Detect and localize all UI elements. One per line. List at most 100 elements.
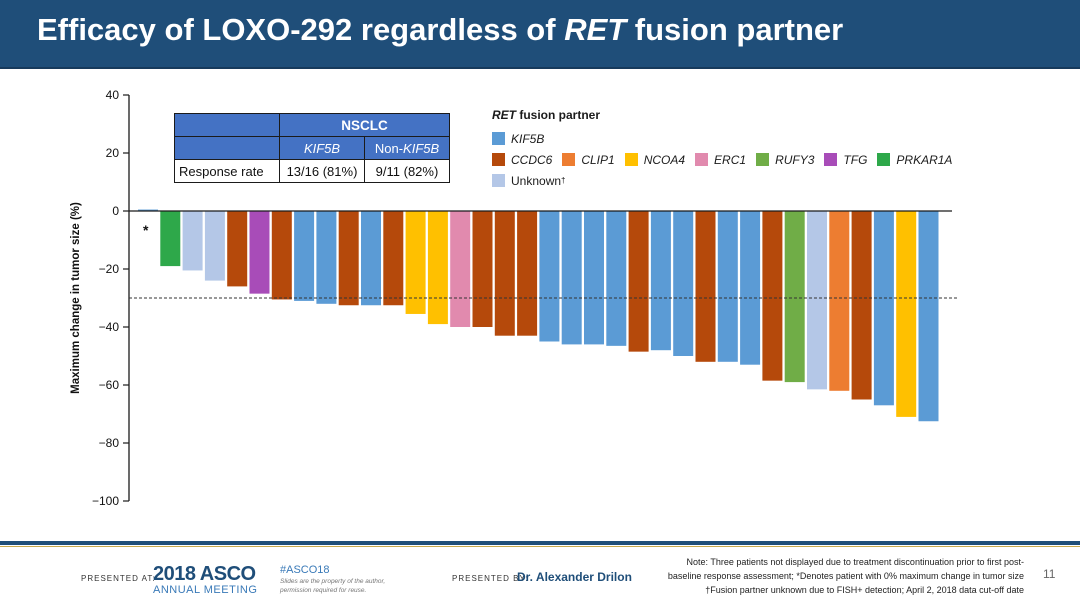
legend-item-rufy3: RUFY3 bbox=[756, 153, 814, 167]
footer-divider-accent bbox=[0, 546, 1080, 547]
bar-ccdc6 bbox=[762, 211, 783, 381]
bar-kif5b bbox=[740, 211, 761, 365]
table-col-kif5b: KIF5B bbox=[279, 136, 365, 160]
bar-rufy3 bbox=[784, 211, 805, 383]
legend-swatch-tfg bbox=[824, 153, 838, 166]
legend-label-ccdc6: CCDC6 bbox=[511, 152, 553, 167]
bar-ccdc6 bbox=[851, 211, 872, 400]
bar-kif5b bbox=[316, 211, 337, 304]
legend-item-tfg: TFG bbox=[824, 153, 867, 167]
title-bar: Efficacy of LOXO-292 regardless of RET f… bbox=[0, 0, 1080, 69]
legend-swatch-erc1 bbox=[695, 153, 709, 166]
title-pre: Efficacy of LOXO-292 regardless of bbox=[37, 12, 565, 47]
legend-row-3: Unknown † bbox=[492, 170, 962, 191]
legend-swatch-unknown bbox=[492, 174, 505, 187]
legend: RET fusion partner KIF5B CCDC6 CLIP1 NCO… bbox=[492, 108, 962, 191]
bar-kif5b bbox=[873, 211, 894, 406]
y-tick-label: 40 bbox=[106, 88, 120, 102]
bar-ccdc6 bbox=[628, 211, 649, 352]
legend-unknown-dagger: † bbox=[561, 176, 566, 185]
legend-row-2: CCDC6 CLIP1 NCOA4 ERC1 RUFY3 TFG PRKAR1A bbox=[492, 149, 962, 170]
legend-label-unknown: Unknown bbox=[511, 173, 562, 188]
legend-row-1: KIF5B bbox=[492, 128, 962, 149]
bar-ccdc6 bbox=[517, 211, 538, 336]
legend-item-kif5b: KIF5B bbox=[492, 132, 544, 146]
y-tick-label: 20 bbox=[106, 146, 120, 160]
legend-label-rufy3: RUFY3 bbox=[775, 152, 815, 167]
bar-kif5b bbox=[138, 209, 158, 212]
bar-kif5b bbox=[650, 211, 671, 351]
legend-title-italic: RET bbox=[492, 108, 516, 122]
response-table: NSCLC KIF5B Non-KIF5B Response rate 13/1… bbox=[174, 113, 450, 183]
legend-swatch-prkar1a bbox=[877, 153, 891, 166]
bar-ccdc6 bbox=[494, 211, 515, 336]
slide-number: 11 bbox=[1043, 567, 1056, 581]
footer-divider bbox=[0, 541, 1080, 545]
bar-kif5b bbox=[918, 211, 939, 422]
bar-prkar1a bbox=[160, 211, 181, 267]
legend-swatch-kif5b bbox=[492, 132, 505, 145]
bar-ncoa4 bbox=[427, 211, 448, 325]
bar-ccdc6 bbox=[383, 211, 404, 306]
rights-line-1: Slides are the property of the author, bbox=[280, 578, 386, 585]
legend-item-clip1: CLIP1 bbox=[562, 152, 615, 167]
legend-item-ccdc6: CCDC6 bbox=[492, 153, 552, 167]
y-tick-label: −20 bbox=[99, 262, 120, 276]
bar-kif5b bbox=[673, 211, 694, 356]
waterfall-chart: 40 20 0 −20 −40 −60 −80 −100 Maximum change in … bbox=[70, 88, 958, 508]
bar-clip1 bbox=[829, 211, 850, 391]
bar-kif5b bbox=[539, 211, 560, 342]
asterisk-marker: * bbox=[143, 222, 149, 238]
bar-erc1 bbox=[450, 211, 471, 327]
asco-hashtag: #ASCO18 bbox=[280, 564, 330, 576]
legend-item-unknown: Unknown † bbox=[492, 174, 565, 188]
legend-label-clip1: CLIP1 bbox=[581, 152, 615, 167]
table-kif5b-value: 13/16 (81%) bbox=[279, 159, 365, 183]
y-tick-label: −100 bbox=[92, 494, 119, 508]
bar-unknown bbox=[204, 211, 225, 281]
rights-notice: Slides are the property of the author, pe… bbox=[280, 577, 400, 595]
bar-ccdc6 bbox=[338, 211, 359, 306]
bar-unknown bbox=[182, 211, 203, 271]
legend-label-kif5b: KIF5B bbox=[511, 131, 545, 146]
bar-ncoa4 bbox=[896, 211, 917, 417]
bar-kif5b bbox=[361, 211, 381, 306]
legend-label-prkar1a: PRKAR1A bbox=[896, 152, 953, 167]
y-axis-title: Maximum change in tumor size (%) bbox=[70, 202, 82, 394]
legend-title-rest: fusion partner bbox=[516, 108, 601, 122]
bar-kif5b bbox=[606, 211, 627, 346]
col-non-kif5b-label: KIF5B bbox=[403, 140, 440, 156]
bar-tfg bbox=[249, 211, 270, 294]
legend-item-ncoa4: NCOA4 bbox=[624, 153, 685, 167]
y-tick-label: 0 bbox=[112, 204, 119, 218]
slide-title: Efficacy of LOXO-292 regardless of RET f… bbox=[37, 12, 843, 48]
bar-ccdc6 bbox=[695, 211, 716, 362]
bar-kif5b bbox=[294, 211, 315, 301]
table-group-header: NSCLC bbox=[279, 113, 450, 137]
legend-swatch-clip1 bbox=[562, 153, 576, 166]
title-italic: RET bbox=[564, 12, 627, 47]
legend-swatch-rufy3 bbox=[756, 153, 770, 166]
footnote-line-3: †Fusion partner unknown due to FISH+ det… bbox=[705, 585, 1024, 595]
legend-swatch-ncoa4 bbox=[624, 153, 638, 166]
legend-title: RET fusion partner bbox=[492, 108, 962, 122]
footnote: Note: Three patients not displayed due t… bbox=[644, 555, 1024, 597]
title-post: fusion partner bbox=[626, 12, 844, 47]
bar-ncoa4 bbox=[405, 211, 426, 314]
y-tick-label: −80 bbox=[99, 436, 120, 450]
table-blank-subheader bbox=[174, 136, 280, 160]
legend-label-erc1: ERC1 bbox=[714, 152, 747, 167]
presented-by-label: PRESENTED BY: bbox=[452, 574, 529, 583]
bar-kif5b bbox=[584, 211, 604, 345]
y-tick-label: −60 bbox=[99, 378, 120, 392]
y-tick-label: −40 bbox=[99, 320, 120, 334]
table-col-non-kif5b: Non-KIF5B bbox=[364, 136, 450, 160]
col-non-label: Non- bbox=[374, 140, 404, 156]
bar-ccdc6 bbox=[227, 211, 248, 287]
bar-unknown bbox=[807, 211, 827, 390]
footnote-line-1: Note: Three patients not displayed due t… bbox=[686, 557, 1024, 567]
table-blank-header bbox=[174, 113, 280, 137]
bar-ccdc6 bbox=[472, 211, 493, 327]
presenter-name: Dr. Alexander Drilon bbox=[517, 570, 632, 584]
bar-kif5b bbox=[561, 211, 582, 345]
